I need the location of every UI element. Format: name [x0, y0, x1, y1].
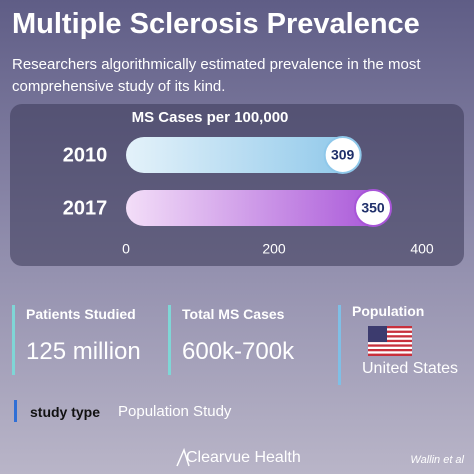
value-label: 350	[361, 200, 385, 216]
title: Multiple Sclerosis Prevalence	[12, 8, 420, 40]
stat-label: Total MS Cases	[182, 306, 285, 322]
brand: Clearvue Health	[186, 449, 301, 466]
logo	[176, 448, 190, 467]
chart-title: MS Cases per 100,000	[132, 109, 289, 126]
subtitle: Researchers algorithmically estimated pr…	[12, 56, 421, 95]
x-tick-label: 200	[262, 241, 286, 257]
divider	[14, 400, 17, 422]
bar	[126, 190, 385, 226]
value-label: 309	[331, 147, 355, 163]
study-value: Population Study	[118, 403, 232, 420]
us-flag	[368, 326, 412, 356]
y-tick-label: 2010	[63, 144, 108, 166]
x-tick-label: 0	[122, 241, 130, 257]
divider	[338, 305, 341, 385]
stat-label: Population	[352, 303, 425, 319]
value-badge	[323, 136, 362, 174]
stat-value: United States	[362, 360, 459, 377]
stat-value: 125 million	[26, 338, 141, 365]
chart: MS Cases per 100,000 0 200 400 2010 309 2017 3…	[10, 104, 464, 266]
chart-panel	[10, 104, 464, 266]
study-label: study type	[30, 404, 101, 420]
stat-value: 600k-700k	[182, 338, 295, 365]
value-badge	[354, 189, 392, 227]
x-tick-label: 400	[410, 241, 434, 257]
y-tick-label: 2017	[63, 197, 108, 219]
stat-label: Patients Studied	[26, 306, 136, 322]
divider	[12, 305, 15, 375]
source: Wallin et al	[410, 454, 464, 466]
divider	[168, 305, 171, 375]
bar	[126, 137, 355, 173]
